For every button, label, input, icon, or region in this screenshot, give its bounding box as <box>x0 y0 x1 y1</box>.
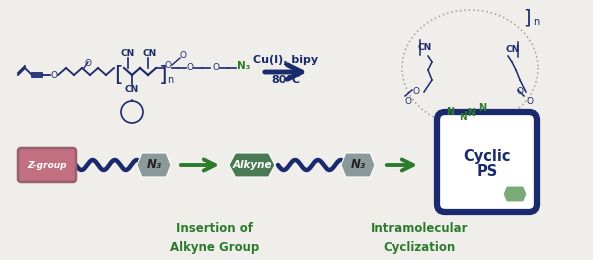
Text: O: O <box>180 50 187 60</box>
Text: Alkyne: Alkyne <box>232 160 272 170</box>
Text: N: N <box>446 107 454 117</box>
Text: N₃: N₃ <box>146 159 161 172</box>
Text: 80°C: 80°C <box>272 75 301 85</box>
Text: [: [ <box>114 65 122 85</box>
Text: n: n <box>533 17 539 27</box>
Text: O: O <box>212 62 219 72</box>
Polygon shape <box>137 153 171 177</box>
Text: n: n <box>167 75 173 85</box>
Text: ]: ] <box>159 65 167 85</box>
Text: O: O <box>517 88 524 96</box>
Text: CN: CN <box>125 86 139 94</box>
Text: O: O <box>187 63 193 73</box>
Polygon shape <box>341 153 375 177</box>
Text: O: O <box>84 60 91 68</box>
Text: CN: CN <box>418 43 432 53</box>
Text: O: O <box>527 98 534 107</box>
Text: ·N: ·N <box>464 108 476 118</box>
Text: Intramolecular
Cyclization: Intramolecular Cyclization <box>371 222 468 254</box>
Text: N₃: N₃ <box>237 61 251 71</box>
Polygon shape <box>229 153 275 177</box>
Text: O: O <box>413 88 419 96</box>
Text: Insertion of
Alkyne Group: Insertion of Alkyne Group <box>170 222 260 254</box>
Text: O: O <box>50 70 58 80</box>
Text: N: N <box>459 114 467 122</box>
Text: ]: ] <box>523 9 531 28</box>
Text: O: O <box>404 98 412 107</box>
FancyBboxPatch shape <box>18 148 76 182</box>
Text: CN: CN <box>143 49 157 58</box>
FancyBboxPatch shape <box>437 112 537 212</box>
Text: O: O <box>164 61 171 69</box>
Text: Cu(I), bipy: Cu(I), bipy <box>253 55 318 65</box>
Text: Z-group: Z-group <box>27 160 67 170</box>
Text: Cyclic: Cyclic <box>463 148 511 164</box>
Text: CN: CN <box>121 49 135 58</box>
Text: PS: PS <box>476 164 498 179</box>
Text: N: N <box>478 103 486 113</box>
Text: N₃: N₃ <box>350 159 365 172</box>
Polygon shape <box>503 186 527 202</box>
Text: CN: CN <box>506 46 520 55</box>
